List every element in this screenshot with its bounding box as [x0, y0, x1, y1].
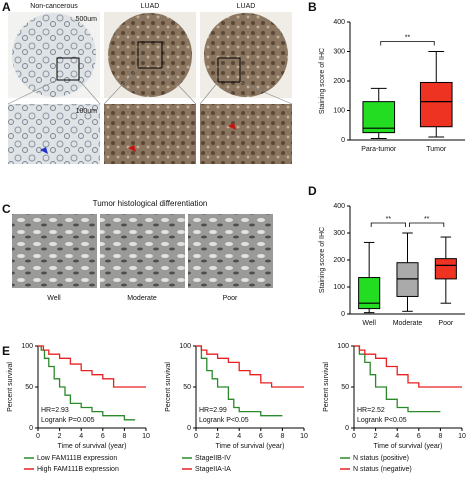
y-tick-label: 100 [337, 343, 349, 350]
x-tick-label: Poor [438, 320, 453, 327]
image-label: Poor [223, 295, 238, 302]
y-tick-label: 300 [333, 48, 345, 55]
x-tick-label: 8 [122, 433, 126, 440]
y-tick-label: 50 [183, 384, 191, 391]
significance-bracket [409, 222, 445, 227]
legend-label: N status (negative) [353, 466, 412, 473]
legend-label: High FAM111B expression [37, 466, 119, 473]
significance-bracket [370, 222, 406, 227]
image-title: LUAD [237, 3, 256, 10]
box [396, 262, 419, 297]
significance-label: ** [386, 216, 392, 223]
legend-label: StageIIB-IV [195, 455, 231, 462]
x-tick-label: Tumor [426, 146, 447, 153]
y-axis-label: Percent survival [165, 362, 172, 412]
x-tick-label: 4 [395, 433, 399, 440]
y-axis-label: Staining score of IHC [319, 227, 326, 293]
y-tick-label: 400 [333, 203, 345, 210]
box [419, 81, 453, 128]
y-tick-label: 100 [333, 107, 345, 114]
y-axis-label: Staining score of IHC [319, 48, 326, 114]
scale-bar-label: 100um [76, 108, 98, 115]
annotation: HR=2.93 [41, 407, 69, 414]
x-tick-label: 10 [458, 433, 466, 440]
survival-curve [354, 345, 441, 413]
y-tick-label: 0 [341, 311, 345, 318]
annotation: Logrank P<0.05 [357, 417, 407, 424]
significance-label: ** [405, 34, 411, 41]
annotation: HR=2.99 [199, 407, 227, 414]
y-tick-label: 50 [341, 384, 349, 391]
x-axis-label: Time of survival (year) [216, 443, 285, 450]
image-title: LUAD [141, 3, 160, 10]
panel-label: D [308, 184, 317, 198]
y-tick-label: 50 [25, 384, 33, 391]
legend-label: StageIIA-IA [195, 466, 231, 473]
image-title: Non-cancerous [30, 3, 78, 10]
x-tick-label: 0 [36, 433, 40, 440]
panel-a-images [7, 12, 293, 164]
survival-curve [196, 345, 304, 388]
panel-label: C [2, 202, 11, 216]
significance-label: ** [424, 216, 430, 223]
x-tick-label: Para-tumor [361, 146, 397, 153]
y-tick-label: 400 [333, 19, 345, 26]
panel-label: A [2, 0, 11, 14]
image-label: Moderate [127, 295, 157, 302]
y-tick-label: 100 [333, 284, 345, 291]
x-tick-label: 0 [352, 433, 356, 440]
x-tick-label: 2 [58, 433, 62, 440]
panel-c-images [12, 214, 273, 288]
x-tick-label: 6 [101, 433, 105, 440]
x-tick-label: 6 [259, 433, 263, 440]
x-tick-label: Moderate [393, 320, 423, 327]
survival-curve [354, 345, 462, 388]
scale-bar-label: 500um [76, 16, 98, 23]
x-axis-label: Time of survival (year) [374, 443, 443, 450]
x-tick-label: 6 [417, 433, 421, 440]
y-tick-label: 200 [333, 257, 345, 264]
x-tick-label: 8 [280, 433, 284, 440]
y-axis-label: Percent survival [323, 362, 330, 412]
y-tick-label: 200 [333, 78, 345, 85]
x-tick-label: 8 [438, 433, 442, 440]
annotation: Logrank P=0.005 [41, 417, 95, 424]
y-axis-label: Percent survival [7, 362, 14, 412]
panel-label: E [2, 344, 10, 358]
box [434, 258, 457, 280]
y-tick-label: 300 [333, 230, 345, 237]
annotation: Logrank P<0.05 [199, 417, 249, 424]
panel-label: B [308, 0, 317, 14]
x-tick-label: 4 [237, 433, 241, 440]
image-label: Well [47, 295, 61, 302]
y-tick-label: 0 [345, 425, 349, 432]
x-tick-label: Well [362, 320, 376, 327]
c-title: Tumor histological differentiation [93, 199, 208, 208]
survival-curve [38, 345, 146, 388]
y-tick-label: 0 [29, 425, 33, 432]
x-axis-label: Time of survival (year) [58, 443, 127, 450]
survival-curve [38, 345, 136, 421]
y-tick-label: 100 [179, 343, 191, 350]
box [362, 101, 396, 134]
x-tick-label: 10 [142, 433, 150, 440]
legend-label: Low FAM111B expression [37, 455, 117, 462]
y-tick-label: 0 [187, 425, 191, 432]
x-tick-label: 10 [300, 433, 308, 440]
significance-bracket [380, 41, 435, 46]
x-tick-label: 4 [79, 433, 83, 440]
y-tick-label: 0 [341, 137, 345, 144]
x-tick-label: 2 [216, 433, 220, 440]
legend-label: N status (positive) [353, 455, 409, 462]
annotation: HR=2.52 [357, 407, 385, 414]
x-tick-label: 0 [194, 433, 198, 440]
box [358, 277, 381, 310]
y-tick-label: 100 [21, 343, 33, 350]
survival-curve [196, 345, 283, 417]
x-tick-label: 2 [374, 433, 378, 440]
